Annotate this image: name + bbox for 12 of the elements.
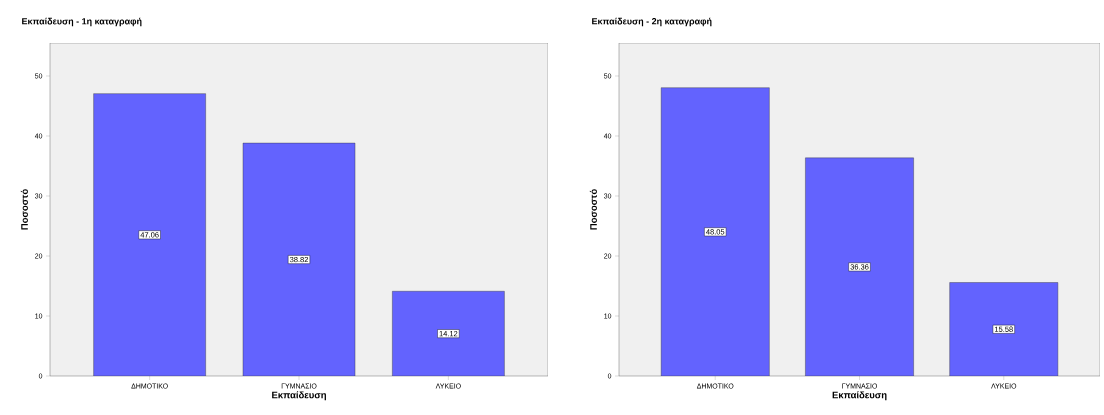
bar bbox=[805, 157, 914, 376]
y-axis-title: Ποσοστό bbox=[20, 189, 28, 230]
bar bbox=[93, 93, 206, 376]
bar bbox=[660, 87, 770, 376]
chart-title: Εκπαίδευση - 1η καταγραφή bbox=[22, 17, 142, 27]
chart-title: Εκπαίδευση - 2η καταγραφή bbox=[592, 17, 712, 27]
x-axis-title: Εκπαίδευση bbox=[832, 391, 887, 401]
x-axis-title: Εκπαίδευση bbox=[272, 391, 326, 401]
bar bbox=[242, 142, 356, 376]
y-axis-title: Ποσοστό bbox=[589, 189, 597, 230]
bar bbox=[949, 282, 1059, 376]
bar bbox=[392, 291, 505, 376]
